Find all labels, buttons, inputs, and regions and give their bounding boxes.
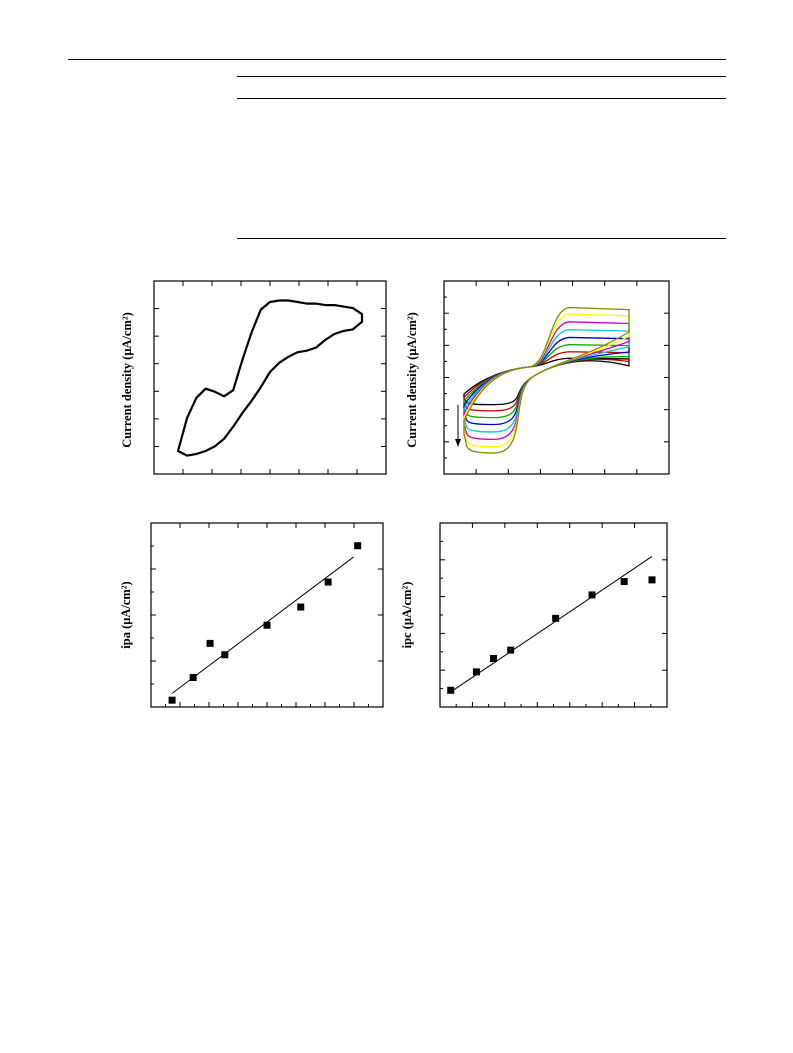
data-marks	[447, 556, 656, 694]
axis-ticks	[440, 523, 667, 707]
axis-ticks	[151, 523, 383, 707]
y-axis-label: ipa (μA/cm²)	[119, 581, 133, 648]
fit-line	[450, 556, 653, 693]
data-point	[552, 614, 560, 622]
data-point	[221, 651, 229, 659]
data-point	[648, 576, 656, 584]
cv-single-chart: Current density (μA/cm²)	[120, 280, 387, 475]
data-point	[447, 686, 455, 694]
cv-scan-rates-chart: Current density (μA/cm²)	[405, 280, 670, 475]
cv-curve-8	[463, 306, 630, 454]
table-bottom-rule	[237, 238, 726, 239]
ipa-scatter-chart: ipa (μA/cm²)	[119, 522, 384, 708]
data-point	[507, 646, 515, 654]
plot-frame	[443, 280, 670, 475]
axis-ticks	[154, 281, 386, 474]
data-point	[472, 668, 480, 676]
data-point	[206, 639, 214, 647]
table-header-rule	[237, 98, 726, 99]
scan-direction-arrow	[455, 405, 461, 447]
header-rule	[68, 59, 726, 60]
ipc-scatter-chart: ipc (μA/cm²)	[400, 522, 668, 708]
cv-loop-curve	[176, 299, 364, 457]
cv-curves	[463, 306, 630, 454]
data-point	[263, 621, 271, 629]
y-axis-label: ipc (μA/cm²)	[400, 582, 414, 649]
data-point	[490, 654, 498, 662]
data-marks	[168, 542, 362, 704]
data-point	[354, 542, 362, 550]
data-point	[588, 591, 596, 599]
data-point	[189, 673, 197, 681]
data-point	[620, 578, 628, 586]
table-top-rule	[237, 76, 726, 77]
data-point	[297, 603, 305, 611]
y-axis-label: Current density (μA/cm²)	[405, 312, 419, 448]
y-axis-label: Current density (μA/cm²)	[120, 312, 134, 448]
data-point	[168, 696, 176, 704]
plot-frame	[153, 280, 387, 475]
axis-ticks	[444, 281, 669, 474]
fit-line	[171, 556, 354, 694]
data-point	[324, 578, 332, 586]
plot-frame	[150, 522, 384, 708]
